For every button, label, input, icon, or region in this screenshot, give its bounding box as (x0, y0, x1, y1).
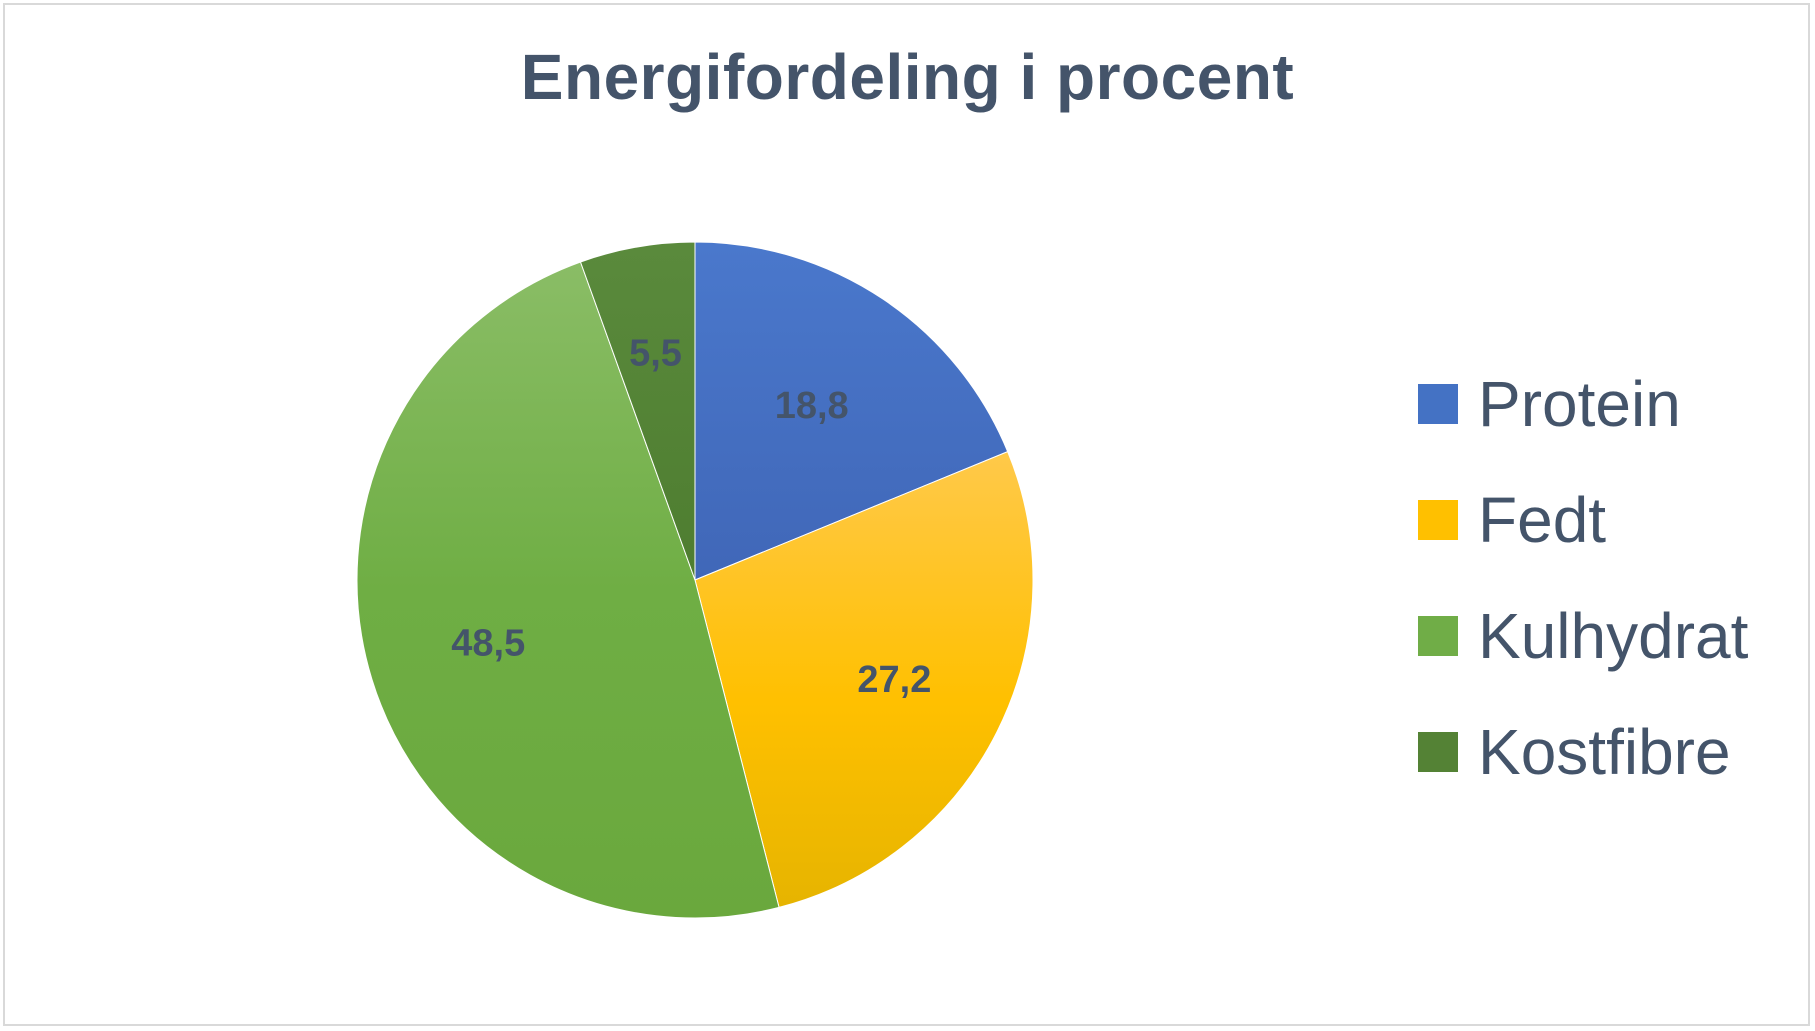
pie-slice-kostfibre (579, 241, 696, 581)
legend-swatch (1418, 384, 1458, 424)
chart-title: Energifordeling i procent (520, 41, 1295, 113)
legend-swatch (1418, 500, 1458, 540)
pie-slice-fedt (694, 450, 1034, 908)
legend-label: Protein (1478, 368, 1681, 440)
pie-slice-protein (694, 241, 1009, 581)
data-label-kulhydrat: 48,5 (451, 623, 525, 665)
pie-slice-kulhydrat (356, 261, 780, 919)
data-label-protein: 18,8 (775, 385, 849, 427)
legend-label: Fedt (1478, 484, 1607, 556)
data-label-kostfibre: 5,5 (629, 333, 682, 375)
data-label-fedt: 27,2 (857, 659, 931, 701)
legend-label: Kostfibre (1478, 716, 1731, 788)
legend-swatch (1418, 616, 1458, 656)
legend-swatch (1418, 732, 1458, 772)
legend-label: Kulhydrat (1478, 600, 1749, 672)
